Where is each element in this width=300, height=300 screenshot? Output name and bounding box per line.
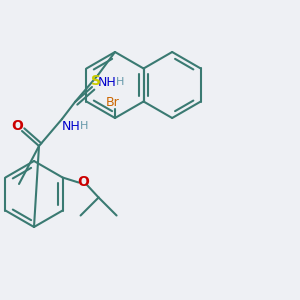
Text: O: O — [78, 176, 89, 190]
Text: H: H — [80, 121, 88, 131]
Text: O: O — [11, 119, 23, 133]
Text: Br: Br — [106, 95, 120, 109]
Text: NH: NH — [98, 76, 116, 88]
Text: S: S — [91, 74, 101, 88]
Text: NH: NH — [61, 119, 80, 133]
Text: H: H — [116, 77, 124, 87]
